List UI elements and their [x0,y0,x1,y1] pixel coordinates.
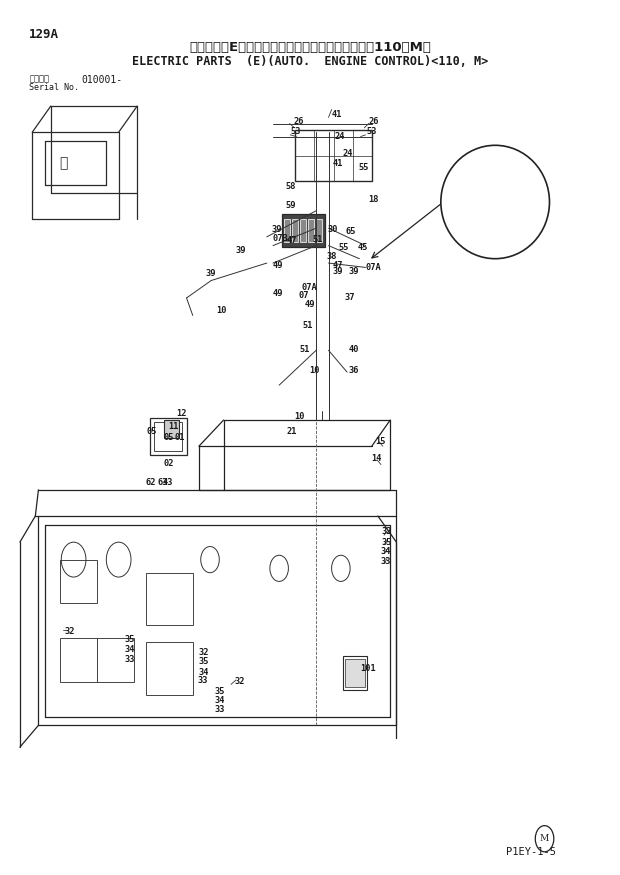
FancyBboxPatch shape [316,220,322,242]
Text: 58: 58 [285,182,296,191]
Text: 33: 33 [124,654,135,663]
Text: ▬▬▬: ▬▬▬ [475,214,497,222]
FancyBboxPatch shape [300,220,306,242]
Text: 30: 30 [327,225,338,234]
Text: 07H: 07H [454,188,470,197]
Text: 39: 39 [348,267,359,276]
Text: 49: 49 [273,261,283,270]
Text: 41: 41 [332,110,342,119]
Text: 35: 35 [215,687,226,696]
FancyBboxPatch shape [164,420,179,438]
Text: 24: 24 [335,132,345,141]
Text: 21: 21 [286,427,297,436]
Text: 40: 40 [348,345,359,354]
Text: 05: 05 [146,427,157,436]
Text: 07A: 07A [302,283,317,292]
Text: M: M [540,834,549,844]
Text: 65: 65 [346,228,356,236]
Text: 39: 39 [333,267,343,276]
Text: 49: 49 [304,300,315,310]
Text: 34: 34 [380,547,391,556]
Text: 36: 36 [349,366,360,374]
Text: 129A: 129A [29,27,59,40]
Text: 11: 11 [168,422,179,430]
Text: 51: 51 [302,321,312,331]
Text: 24: 24 [343,149,353,157]
Text: 10: 10 [216,305,227,315]
Text: 35: 35 [125,635,135,644]
Text: 33: 33 [215,705,225,714]
Text: 12: 12 [176,410,187,418]
Text: 39: 39 [236,247,246,255]
Text: 02: 02 [163,459,174,468]
Text: 07C,07D,07E: 07C,07D,07E [483,178,541,186]
Text: 47: 47 [332,261,343,270]
Text: 34: 34 [215,696,226,704]
Text: 55: 55 [339,243,349,252]
Text: 51: 51 [312,235,323,244]
Text: 07A: 07A [366,262,381,272]
Text: 10: 10 [294,412,304,421]
Text: P1EY-1-5: P1EY-1-5 [506,847,556,857]
Text: 34: 34 [198,668,209,676]
Text: 010001-: 010001- [82,74,123,85]
Text: 32: 32 [198,648,209,657]
Text: 14: 14 [372,454,382,463]
Text: 38: 38 [327,253,337,262]
Text: Serial No.: Serial No. [29,82,79,92]
Text: 26: 26 [293,117,304,126]
Text: 53: 53 [367,127,378,136]
Text: 33: 33 [380,556,391,566]
Text: 01: 01 [175,433,185,442]
Text: 07G: 07G [452,217,467,226]
Text: 43: 43 [163,479,174,487]
Text: 34: 34 [125,645,135,654]
Text: 35: 35 [381,537,392,547]
Text: 47: 47 [286,236,297,245]
Text: 51: 51 [299,345,310,354]
Text: 35: 35 [198,657,209,666]
Text: 32: 32 [381,528,392,536]
Text: 62: 62 [146,479,156,487]
Text: 59: 59 [285,201,296,210]
Text: 05: 05 [163,433,174,442]
Text: 26: 26 [368,117,379,126]
Text: ▬▬  ▬▬: ▬▬ ▬▬ [478,189,512,198]
Text: 39: 39 [205,269,216,278]
FancyBboxPatch shape [292,220,298,242]
Text: 45: 45 [358,243,368,252]
Text: ⌗: ⌗ [59,156,68,170]
Text: 37: 37 [345,293,355,303]
Text: 電気部品（E）　（自動エンジンコントロール）＜110，M＞: 電気部品（E） （自動エンジンコントロール）＜110，M＞ [189,40,431,53]
FancyBboxPatch shape [282,214,326,248]
Text: 15: 15 [375,438,385,446]
Text: ELECTRIC PARTS  (E)(AUTO.  ENGINE CONTROL)<110, M>: ELECTRIC PARTS (E)(AUTO. ENGINE CONTROL)… [132,54,488,67]
FancyBboxPatch shape [284,220,290,242]
FancyBboxPatch shape [345,659,365,687]
Text: 10: 10 [309,366,319,374]
Text: 41: 41 [333,159,343,168]
Text: 33: 33 [198,676,208,685]
Ellipse shape [441,145,549,259]
Text: 07B: 07B [273,234,289,243]
Text: 32: 32 [235,677,245,686]
Text: 適用号機: 適用号機 [29,74,49,84]
Text: 32: 32 [65,626,76,635]
Text: 18: 18 [368,195,379,204]
Text: 07F: 07F [520,201,536,210]
Text: 07: 07 [299,290,309,300]
Text: 55: 55 [359,163,370,172]
FancyBboxPatch shape [308,220,314,242]
Text: 101: 101 [361,664,376,673]
Text: 63: 63 [157,479,168,487]
Text: 53: 53 [291,127,301,136]
Text: 49: 49 [273,289,283,298]
Text: 39: 39 [271,225,281,234]
